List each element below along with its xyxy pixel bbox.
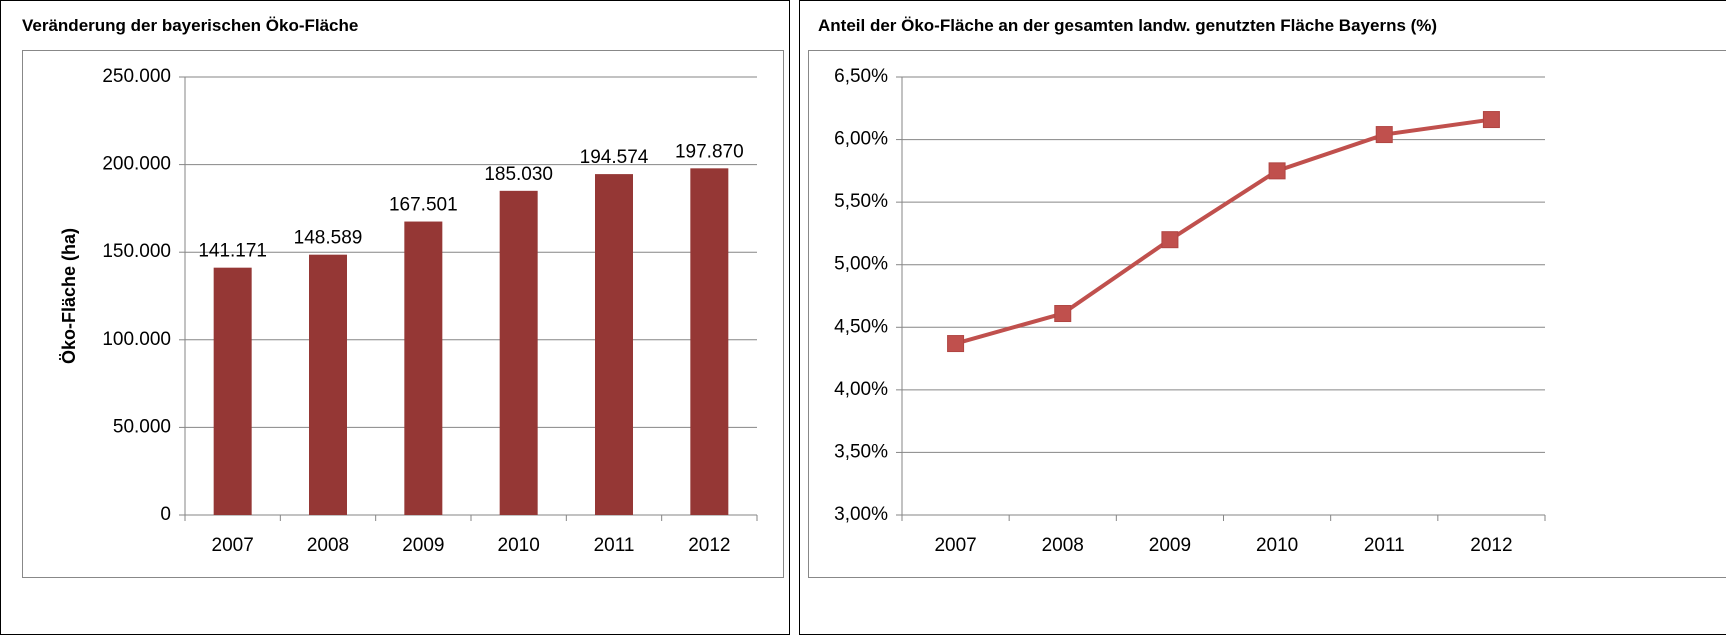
data-label: 194.574: [580, 147, 649, 168]
chart-frame: [808, 50, 1726, 578]
x-tick-label: 2011: [1364, 535, 1405, 556]
y-tick-label: 200.000: [102, 154, 171, 175]
data-label: 167.501: [389, 195, 458, 216]
x-tick-label: 2007: [212, 535, 254, 556]
y-tick-label: 5,00%: [834, 254, 888, 275]
data-label: 141.171: [198, 241, 267, 262]
data-label: 185.030: [484, 164, 553, 185]
y-tick-label: 250.000: [102, 66, 171, 87]
bar: [309, 254, 347, 516]
bar: [499, 190, 538, 515]
marker: [1482, 111, 1500, 129]
marker: [1054, 305, 1072, 323]
y-tick-label: 3,00%: [834, 504, 888, 525]
bar: [595, 174, 633, 515]
y-tick-label: 6,50%: [834, 66, 888, 87]
chart-frame: [22, 50, 784, 578]
x-tick-label: 2009: [1149, 535, 1191, 556]
marker: [1375, 126, 1393, 144]
marker: [947, 335, 965, 353]
y-tick-label: 3,50%: [834, 441, 888, 462]
x-tick-label: 2010: [1256, 535, 1298, 556]
bar: [404, 221, 443, 515]
bar: [213, 267, 252, 515]
bar: [690, 168, 729, 515]
x-tick-label: 2010: [498, 535, 540, 556]
y-tick-label: 50.000: [113, 416, 171, 437]
y-tick-label: 150.000: [102, 241, 171, 262]
marker: [1161, 231, 1179, 249]
data-label: 197.870: [675, 141, 744, 162]
x-tick-label: 2012: [1470, 535, 1512, 556]
y-axis-label: Öko-Fläche (ha): [59, 228, 79, 364]
marker: [1268, 162, 1286, 180]
y-tick-label: 5,50%: [834, 191, 888, 212]
y-tick-label: 4,00%: [834, 379, 888, 400]
y-tick-label: 100.000: [102, 329, 171, 350]
y-tick-label: 0: [160, 504, 171, 525]
y-tick-label: 6,00%: [834, 129, 888, 150]
data-label: 148.589: [294, 228, 363, 249]
y-tick-label: 4,50%: [834, 316, 888, 337]
panel-frame: [0, 0, 790, 635]
x-tick-label: 2007: [934, 535, 976, 556]
chart-title: Veränderung der bayerischen Öko-Fläche: [22, 16, 358, 35]
x-tick-label: 2008: [1042, 535, 1084, 556]
chart-title: Anteil der Öko-Fläche an der gesamten la…: [818, 16, 1437, 35]
x-tick-label: 2012: [688, 535, 730, 556]
line: [955, 117, 1492, 346]
x-tick-label: 2008: [307, 535, 349, 556]
x-tick-label: 2011: [594, 535, 635, 556]
x-tick-label: 2009: [402, 535, 444, 556]
